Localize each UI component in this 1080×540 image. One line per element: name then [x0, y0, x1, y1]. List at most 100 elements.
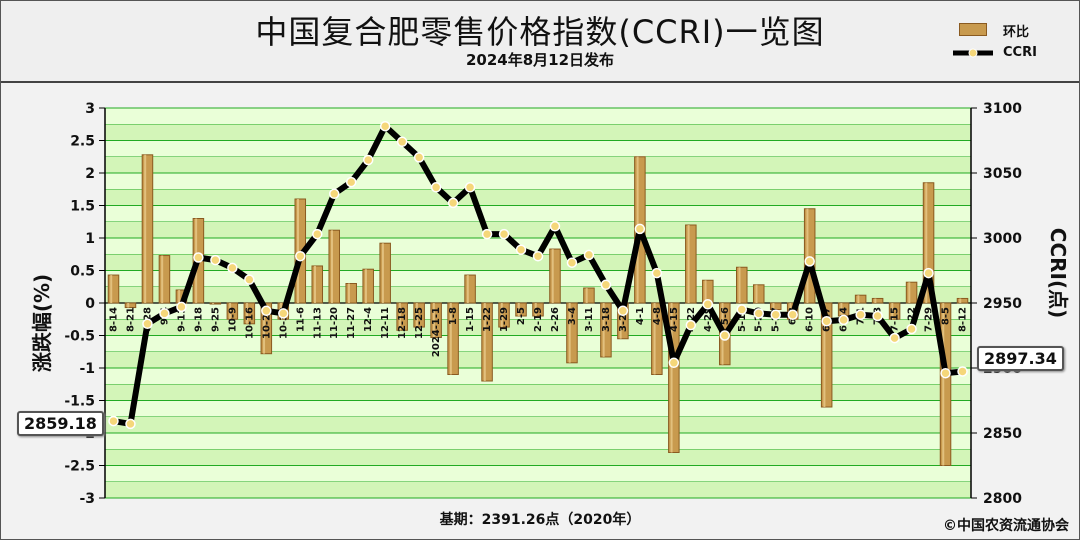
- ccri-point: [685, 319, 697, 331]
- ccri-point: [379, 120, 391, 132]
- ccri-point: [210, 254, 221, 266]
- category-label: 12-25: [414, 307, 425, 339]
- right-axis: 2800285029002950300030503100CCRI(点): [970, 101, 1070, 507]
- legend-bar-swatch: [959, 23, 987, 36]
- right-tick-label: 3000: [983, 231, 1022, 247]
- bar: [820, 302, 833, 408]
- ccri-point: [159, 308, 170, 319]
- chart-legend: 环比 CCRI: [951, 17, 1071, 73]
- ccri-point: [634, 223, 646, 235]
- ccri-point: [770, 309, 781, 320]
- right-axis-title: CCRI(点): [1046, 228, 1070, 318]
- category-label: 4-29: [703, 307, 714, 332]
- left-tick-label: -2.5: [64, 459, 95, 475]
- bar: [583, 287, 595, 304]
- ccri-point: [838, 314, 849, 326]
- bar-highlight: [772, 303, 775, 310]
- ccri-point: [498, 228, 510, 240]
- right-tick-label: 2850: [983, 426, 1022, 442]
- ccri-point: [396, 136, 408, 148]
- category-label: 9-25: [210, 307, 221, 332]
- bar-highlight: [466, 275, 469, 303]
- category-label: 9-11: [176, 307, 187, 332]
- plot-band: [105, 416, 971, 433]
- category-label: 11-20: [329, 307, 340, 339]
- plot-band: [105, 384, 971, 401]
- bar-highlight: [500, 303, 503, 328]
- legend-bar-label: 环比: [1003, 25, 1030, 40]
- ccri-point: [227, 262, 238, 274]
- plot-band: [105, 221, 971, 238]
- ccri-point: [295, 250, 306, 262]
- category-label: 3-4: [567, 307, 578, 325]
- bar: [651, 302, 663, 375]
- ccri-point: [515, 244, 527, 255]
- plot-band: [105, 189, 971, 206]
- bar-highlight: [959, 298, 962, 303]
- bar: [158, 255, 171, 304]
- bar: [430, 302, 442, 338]
- bar-highlight: [415, 303, 418, 328]
- category-label: 8-5: [941, 307, 952, 325]
- bar-highlight: [110, 275, 113, 303]
- bar-highlight: [687, 225, 690, 303]
- ccri-point: [413, 152, 425, 163]
- left-tick-label: 2: [85, 166, 95, 182]
- bar-highlight: [229, 303, 232, 320]
- left-tick-label: -1.5: [64, 394, 95, 410]
- right-tick-label: 3100: [983, 101, 1022, 117]
- bar-highlight: [738, 267, 741, 303]
- category-label: 1-29: [499, 307, 510, 332]
- bar: [260, 302, 273, 355]
- bar: [566, 302, 578, 364]
- left-tick-label: 1.5: [70, 199, 95, 215]
- plot-band: [105, 319, 971, 336]
- ccri-point: [957, 366, 968, 377]
- left-tick-label: 2.5: [70, 134, 95, 150]
- ccri-point: [345, 176, 357, 188]
- category-label: 11-6: [295, 307, 306, 332]
- category-label: 10-9: [227, 307, 238, 332]
- plot-band: [105, 286, 971, 303]
- ccri-point: [176, 301, 187, 313]
- category-label: 2-26: [550, 307, 561, 332]
- ccri-point: [362, 154, 374, 166]
- bar: [379, 242, 391, 304]
- bar: [871, 297, 884, 304]
- bar: [141, 154, 154, 304]
- ccri-point: [923, 267, 934, 279]
- ccri-point: [142, 318, 153, 330]
- bar: [752, 284, 765, 304]
- category-label: 8-12: [958, 307, 969, 332]
- category-label: 8-21: [125, 307, 136, 332]
- bar: [447, 302, 459, 375]
- legend-line-swatch: [953, 48, 993, 58]
- bar-highlight: [517, 303, 520, 316]
- bar-highlight: [347, 283, 350, 303]
- bar: [905, 281, 918, 304]
- ccri-point: [261, 305, 272, 317]
- category-label: 4-1: [635, 307, 646, 325]
- legend-line-label: CCRI: [1003, 45, 1037, 60]
- ccri-point: [651, 267, 663, 279]
- bar-highlight: [161, 255, 164, 303]
- category-label: 12-18: [397, 307, 408, 339]
- plot-bands: [105, 124, 971, 498]
- bar: [464, 274, 476, 304]
- base-period-note: 基期：2391.26点（2020年）: [439, 512, 641, 528]
- bar: [413, 302, 425, 328]
- bar-highlight: [670, 303, 673, 453]
- left-tick-label: -1: [79, 361, 95, 377]
- bar-highlight: [857, 295, 860, 303]
- ccri-point: [804, 256, 815, 267]
- chart-title: 中国复合肥零售价格指数(CCRI)一览图: [255, 13, 825, 51]
- bar: [107, 274, 120, 304]
- left-tick-label: -3: [79, 491, 95, 507]
- category-label: 10-23: [261, 307, 272, 339]
- category-label: 4-22: [686, 307, 697, 332]
- bar-highlight: [619, 303, 622, 339]
- ccri-point: [889, 332, 900, 344]
- left-tick-label: 3: [85, 101, 95, 117]
- bar-highlight: [127, 303, 130, 308]
